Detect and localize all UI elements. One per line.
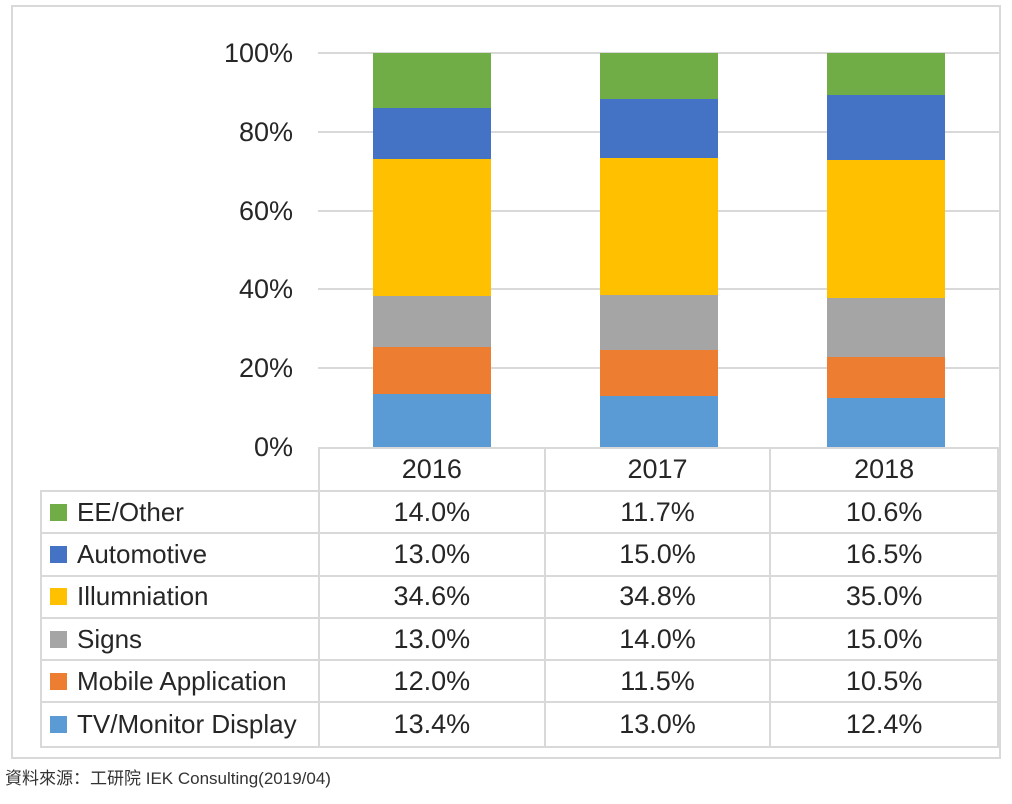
table-cell-ee-other-2017: 11.7% — [545, 492, 772, 535]
table-cell-mobile-application-2017: 11.5% — [545, 661, 772, 704]
bar-2016 — [373, 53, 491, 447]
legend-swatch-ee-other — [50, 503, 67, 521]
legend-label: Automotive — [77, 538, 208, 569]
legend-swatch-signs — [50, 630, 67, 648]
table-cell-tv-monitor-display-2018: 12.4% — [845, 709, 923, 740]
bar-2017 — [600, 53, 718, 447]
legend-label: TV/Monitor Display — [77, 709, 297, 740]
chart-figure: 2016 2017 2018 14.0% 11.7% 10.6% 13.0% 15.0% 16.… — [11, 5, 1001, 759]
bar-segment-illumniation — [827, 159, 945, 298]
bar-segment-tv-monitor-display — [600, 395, 718, 447]
table-cell-mobile-application-2018: 10.5% — [771, 661, 997, 704]
bar-segment-mobile-application — [600, 350, 718, 396]
legend-row-ee-other: EE/Other — [42, 492, 318, 535]
bar-segment-tv-monitor-display — [827, 398, 945, 447]
table-cell-automotive-2018: 16.5% — [771, 534, 997, 577]
bar-segment-ee-other — [827, 53, 945, 95]
bar-segment-mobile-application — [373, 346, 491, 395]
legend-swatch-illumniation — [50, 588, 67, 606]
bar-segment-illumniation — [373, 159, 491, 296]
legend-label: EE/Other — [77, 496, 184, 527]
y-axis-label: 0% — [253, 432, 293, 462]
bar-segment-tv-monitor-display — [373, 394, 491, 447]
bar-segment-automotive — [373, 108, 491, 160]
legend: EE/Other Automotive Illumniation Signs Mobil… — [40, 490, 318, 748]
legend-row-illumniation: Illumniation — [42, 577, 318, 619]
y-axis-label: 20% — [238, 353, 293, 384]
bar-segment-illumniation — [600, 158, 718, 296]
table-cell-tv-monitor-display-2017: 13.0% — [546, 703, 772, 746]
bar-segment-signs — [827, 297, 945, 357]
legend-swatch-automotive — [50, 545, 67, 563]
table-cell-automotive-2016: 13.0% — [320, 534, 546, 577]
legend-row-mobile-application: Mobile Application — [42, 661, 318, 704]
data-table: 2016 2017 2018 14.0% 11.7% 10.6% 13.0% 15.0% 16.… — [318, 447, 999, 748]
table-cell-ee-other-2018: 10.6% — [771, 492, 997, 535]
y-axis-label: 40% — [238, 274, 293, 305]
bar-segment-automotive — [827, 94, 945, 160]
bar-segment-mobile-application — [827, 356, 945, 399]
legend-label: Signs — [77, 623, 143, 654]
plot-area — [318, 52, 999, 447]
y-axis-label: 80% — [238, 116, 293, 147]
bar-segment-signs — [600, 295, 718, 351]
table-cell-automotive-2017: 15.0% — [545, 534, 772, 577]
table-cell-signs-2017: 14.0% — [545, 618, 772, 662]
bar-2018 — [827, 53, 945, 447]
source-note: 資料來源：工研院 IEK Consulting(2019/04) — [5, 769, 331, 788]
legend-label: Illumniation — [77, 581, 209, 612]
year-header-2017: 2017 — [545, 449, 772, 492]
year-header-2018: 2018 — [771, 449, 997, 492]
table-cell-signs-2016: 13.0% — [320, 618, 546, 662]
table-cell-tv-monitor-display-2016: 13.4% — [320, 703, 546, 746]
legend-label: Mobile Application — [77, 665, 287, 696]
bar-segment-automotive — [600, 99, 718, 159]
table-cell-illumniation-2017: 34.8% — [545, 576, 772, 619]
legend-swatch-mobile-application — [50, 672, 67, 690]
table-cell-signs-2018: 15.0% — [771, 619, 997, 662]
bar-segment-ee-other — [600, 53, 718, 100]
year-header-2016: 2016 — [320, 449, 546, 492]
y-axis-label: 100% — [223, 38, 293, 68]
legend-row-signs: Signs — [42, 619, 318, 662]
y-axis-label: 60% — [238, 195, 293, 226]
table-cell-ee-other-2016: 14.0% — [320, 492, 546, 535]
legend-row-tv-monitor-display: TV/Monitor Display — [42, 703, 318, 745]
table-cell-mobile-application-2016: 12.0% — [320, 661, 546, 704]
bar-segment-signs — [373, 295, 491, 347]
legend-row-automotive: Automotive — [42, 534, 318, 577]
bar-segment-ee-other — [373, 53, 491, 109]
legend-swatch-tv-monitor-display — [50, 716, 67, 734]
table-cell-illumniation-2016: 34.6% — [320, 576, 546, 619]
table-cell-illumniation-2018: 35.0% — [771, 577, 997, 619]
